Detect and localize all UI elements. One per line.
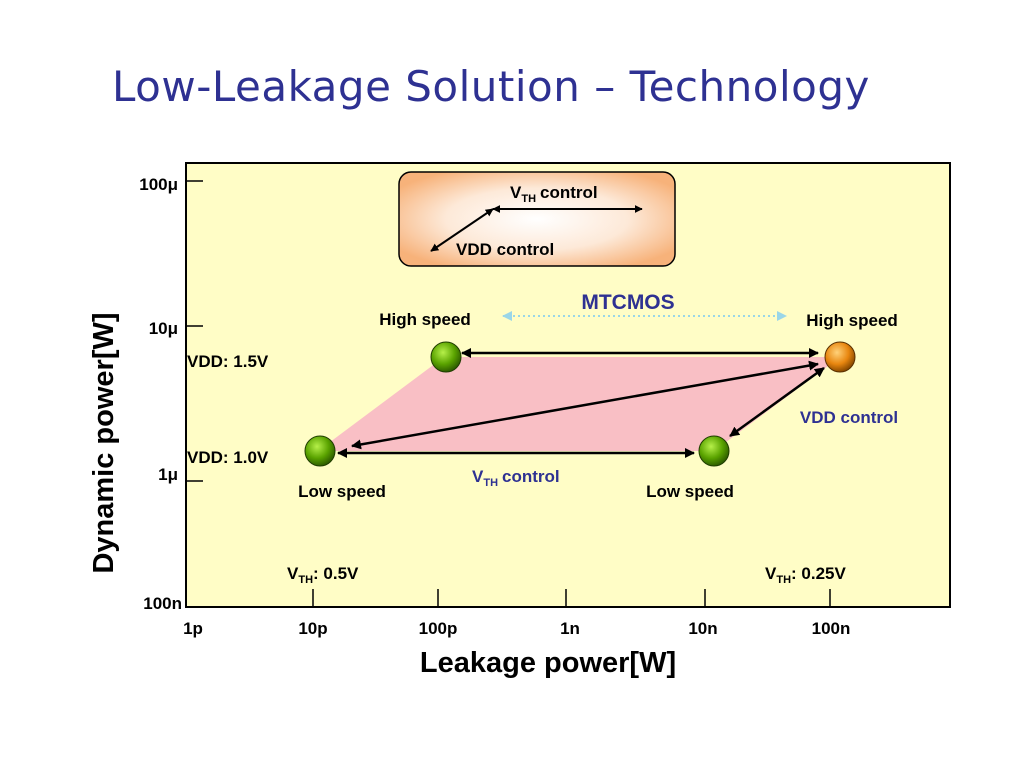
vth-control-text: control [502,467,560,486]
legend-vth-text: control [540,183,598,202]
label-vth-control: VTH control [472,467,560,489]
label-high-speed-left: High speed [379,310,471,329]
x-axis-title: Leakage power[W] [420,647,676,679]
label-vth-left: VTH: 0.5V [287,564,359,586]
y-axis-title: Dynamic power[W] [88,312,120,573]
label-low-speed-right: Low speed [646,482,734,501]
label-vdd-high: VDD: 1.5V [187,352,269,371]
control-legend: VTH control VDD control [398,171,676,267]
legend-vdd-label: VDD control [456,240,554,259]
y-tick-label: 100μ [139,175,178,194]
x-tick-label: 1p [183,619,203,638]
x-tick-label: 1n [560,619,580,638]
label-low-speed-left: Low speed [298,482,386,501]
vth-left-value: : 0.5V [313,564,359,583]
y-axis [186,180,203,482]
label-vth-right: VTH: 0.25V [765,564,846,586]
vdd-control-arrow [729,366,825,438]
x-axis [312,589,831,607]
y-tick-label: 100n [143,594,182,613]
legend-vth-label: VTH control [510,183,598,205]
y-tick-labels: 100μ 10μ 1μ 100n [139,175,182,613]
point-high-speed-left [430,341,462,373]
vth-symbol: V [287,564,299,583]
x-tick-label: 10p [298,619,327,638]
vth-subscript: TH [776,574,791,586]
mtcmos-label: MTCMOS [581,291,674,314]
vth-subscript: TH [483,477,498,489]
y-tick-label: 1μ [158,465,178,484]
vth-subscript: TH [521,193,536,205]
x-tick-label: 10n [688,619,717,638]
y-tick-label: 10μ [149,319,178,338]
point-low-speed-right [698,435,730,467]
point-low-speed-left [304,435,336,467]
vth-symbol: V [472,467,484,486]
point-high-speed-right [824,341,856,373]
x-tick-label: 100n [812,619,851,638]
vth-right-value: : 0.25V [791,564,846,583]
label-high-speed-right: High speed [806,311,898,330]
x-tick-labels: 1p 10p 100p 1n 10n 100n [183,619,850,638]
legend-vdd-arrow [430,208,494,252]
vth-symbol: V [765,564,777,583]
vth-subscript: TH [298,574,313,586]
x-tick-label: 100p [419,619,458,638]
slide-title: Low-Leakage Solution – Technology [112,62,870,111]
label-vdd-control: VDD control [800,408,898,427]
vth-symbol: V [510,183,522,202]
label-vdd-low: VDD: 1.0V [187,448,269,467]
